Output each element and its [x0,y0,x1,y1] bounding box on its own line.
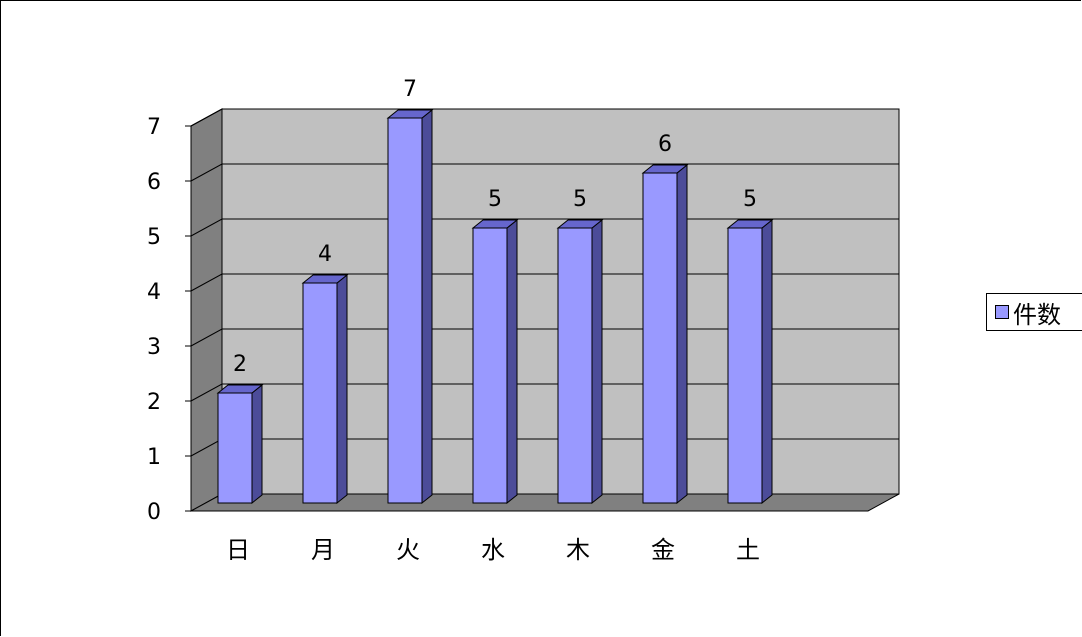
y-tick-label: 6 [147,170,161,195]
gridline [190,163,899,182]
y-axis: 0 1 2 3 4 5 6 7 [147,115,192,525]
x-tick-label: 土 [736,536,760,564]
x-tick-label: 日 [226,536,250,564]
bars [216,108,774,505]
bar-side [676,163,688,505]
x-tick-label: 木 [566,536,590,564]
x-tick-label: 水 [481,536,505,564]
data-label: 7 [403,77,417,102]
y-tick-label: 3 [147,335,161,360]
legend-swatch [995,305,1009,319]
bar [642,172,678,504]
data-labels: 2 4 7 5 5 6 5 [233,77,757,377]
bar-side [421,108,433,505]
data-label: 2 [233,352,247,377]
bar-side [336,273,348,505]
floor [190,493,900,512]
y-tick-label: 1 [147,445,161,470]
y-tick-label: 0 [147,500,161,525]
bar [557,227,593,504]
data-label: 4 [318,242,332,267]
y-tick-label: 2 [147,390,161,415]
bar [472,227,508,504]
x-tick-label: 月 [311,536,335,564]
x-tick-label: 火 [396,536,420,564]
data-label: 5 [488,187,502,212]
bar [387,117,423,504]
data-label: 6 [658,132,672,157]
y-tick-label: 4 [147,280,161,305]
bar-side [591,218,603,505]
side-wall [190,108,223,512]
data-label: 5 [573,187,587,212]
legend-label: 件数 [1013,300,1061,329]
bar-side [761,218,773,505]
chart-walls [190,108,900,512]
y-tick-label: 5 [147,225,161,250]
bar [727,227,763,504]
legend: 件数 [986,293,1082,331]
gridline [190,108,899,127]
x-axis: 日月火水木金土 [191,510,868,564]
bar [302,282,338,504]
bar-side [506,218,518,505]
x-tick-label: 金 [651,536,675,564]
bar [217,392,253,504]
data-label: 5 [743,187,757,212]
bar-side [251,383,263,505]
y-tick-label: 7 [147,115,161,140]
